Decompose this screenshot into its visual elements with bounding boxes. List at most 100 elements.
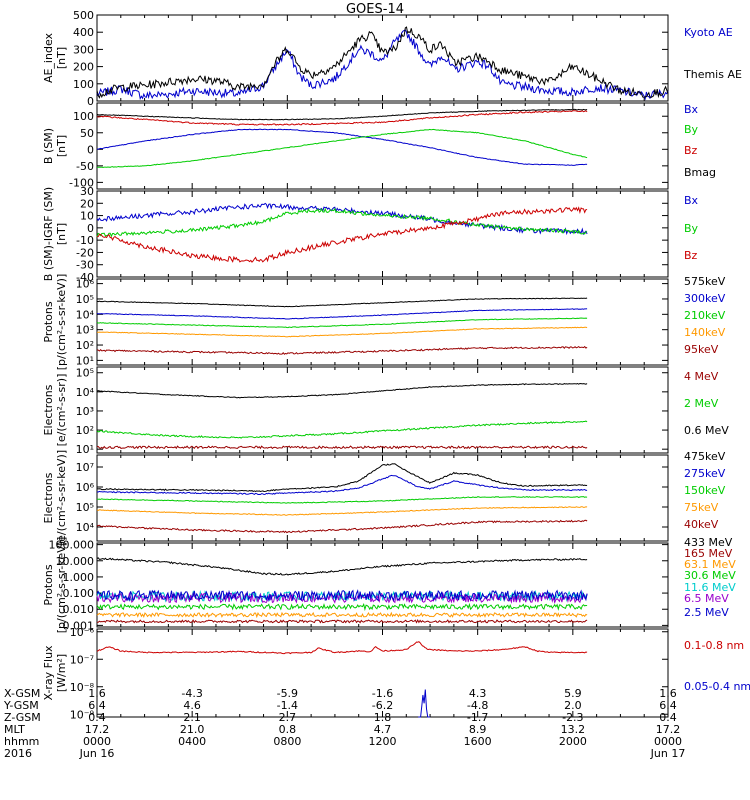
y-axis-label: [nT] bbox=[55, 223, 68, 245]
legend-label: 300keV bbox=[684, 292, 726, 305]
series-line-Bz bbox=[96, 110, 588, 126]
y-tick-label: 10⁴ bbox=[76, 308, 95, 321]
series-line-Bx bbox=[96, 128, 588, 166]
ephemeris-value: Jun 17 bbox=[650, 747, 686, 760]
y-tick-label: 10² bbox=[76, 339, 94, 352]
y-tick-label: 10.000 bbox=[56, 555, 95, 568]
ephemeris-value: 4.3 bbox=[468, 687, 487, 700]
series-line-Bx bbox=[96, 202, 588, 236]
series-line-By bbox=[96, 207, 588, 238]
y-tick-label: -40 bbox=[76, 271, 94, 284]
y-tick-label: 10¹ bbox=[76, 443, 94, 456]
ephemeris-row-label: 2016 bbox=[4, 747, 32, 760]
y-tick-label: 1.000 bbox=[63, 571, 95, 584]
plot-title: GOES-14 bbox=[345, 2, 404, 17]
y-axis-label: [nT] bbox=[55, 135, 68, 157]
y-tick-label: 10³ bbox=[76, 405, 94, 418]
legend-label: By bbox=[684, 123, 699, 136]
legend-label: Themis AE bbox=[683, 68, 742, 81]
y-tick-label: 10⁻⁸ bbox=[70, 681, 95, 694]
ephemeris-value: 6.4 bbox=[659, 699, 677, 712]
y-axis-label: AE_index bbox=[42, 32, 55, 83]
ephemeris-value: 1.8 bbox=[373, 711, 392, 724]
series-line-0.6-MeV bbox=[96, 382, 588, 399]
series-line-150keV bbox=[96, 496, 588, 504]
ephemeris-value: 2.7 bbox=[278, 711, 297, 724]
y-tick-label: 10¹ bbox=[76, 354, 94, 367]
y-tick-label: 10⁶ bbox=[76, 278, 95, 291]
series-line-40keV bbox=[96, 519, 588, 534]
ephemeris-value: 4.6 bbox=[183, 699, 201, 712]
y-axis-label: Protons bbox=[42, 301, 55, 342]
y-axis-label: X-ray Flux bbox=[42, 645, 55, 701]
y-tick-label: 10⁻⁷ bbox=[70, 653, 94, 666]
legend-label: 0.05-0.4 nm bbox=[684, 680, 750, 693]
y-axis-label: [p/(cm²-s-sr-keV)] bbox=[55, 274, 68, 371]
ephemeris-row-label: Z-GSM bbox=[4, 711, 41, 724]
series-line-210keV bbox=[96, 317, 588, 329]
ephemeris-value: -5.9 bbox=[276, 687, 299, 700]
ephemeris-value: 1200 bbox=[368, 735, 397, 748]
ephemeris-value: 0.8 bbox=[278, 723, 297, 736]
ephemeris-value: 0.4 bbox=[88, 711, 106, 724]
series-line-4-MeV bbox=[96, 445, 588, 450]
legend-label: 40keV bbox=[684, 518, 719, 531]
y-tick-label: 10⁴ bbox=[76, 521, 95, 534]
ephemeris-value: 2000 bbox=[558, 735, 587, 748]
y-tick-label: 10 bbox=[80, 210, 94, 223]
ephemeris-value: 0000 bbox=[83, 735, 111, 748]
y-axis-label: B (SM)-IGRF (SM) bbox=[42, 187, 55, 281]
legend-label: 165 MeV bbox=[684, 547, 733, 560]
series-line-75keV bbox=[96, 506, 588, 516]
ephemeris-row-label: Y-GSM bbox=[4, 699, 39, 712]
ephemeris-table: X-GSM Y-GSM Z-GSM MLT hhmm 2016 1.6 6.4 0.4 17.2 0… bbox=[0, 688, 750, 798]
y-tick-label: 0 bbox=[87, 222, 94, 235]
ephemeris-value: -1.4 bbox=[276, 699, 299, 712]
series-line-165-MeV bbox=[96, 619, 588, 624]
legend-label: 2.5 MeV bbox=[684, 606, 729, 619]
y-tick-label: 20 bbox=[80, 197, 94, 210]
legend-label: 2 MeV bbox=[684, 397, 719, 410]
ephemeris-row-label: X-GSM bbox=[4, 687, 41, 700]
series-line-By bbox=[96, 128, 588, 169]
ephemeris-value: 17.2 bbox=[655, 723, 681, 736]
ephemeris-value: 0000 bbox=[654, 735, 682, 748]
legend-label: 0.6 MeV bbox=[684, 424, 729, 437]
series-line-Bz bbox=[96, 206, 588, 263]
series-line-2-MeV bbox=[96, 420, 588, 439]
ephemeris-value: 0400 bbox=[178, 735, 207, 748]
legend-label: Bmag bbox=[684, 166, 716, 179]
legend-label: Bx bbox=[684, 194, 699, 207]
y-tick-label: -20 bbox=[76, 246, 94, 259]
panel-frame-electrons_mev bbox=[96, 366, 669, 454]
legend-label: 6.5 MeV bbox=[684, 592, 729, 605]
legend-label: 575keV bbox=[684, 275, 726, 288]
y-tick-label: 10⁷ bbox=[76, 461, 94, 474]
y-tick-label: 0 bbox=[87, 95, 94, 108]
y-tick-label: 10⁻⁹ bbox=[70, 708, 94, 721]
legend-label: 140keV bbox=[684, 326, 726, 339]
y-tick-label: 0.010 bbox=[63, 603, 95, 616]
y-axis-label: Protons bbox=[42, 564, 55, 605]
y-axis-label: [e/(cm²-s-sr-keV)] bbox=[55, 450, 68, 546]
y-axis-label: [W/m²] bbox=[55, 654, 68, 692]
y-tick-label: 200 bbox=[73, 61, 94, 74]
y-tick-label: -10 bbox=[76, 234, 94, 247]
series-line-575keV bbox=[96, 297, 588, 308]
legend-label: 30.6 MeV bbox=[684, 569, 736, 582]
y-tick-label: -100 bbox=[69, 176, 94, 189]
series-line-475keV bbox=[96, 463, 588, 493]
y-tick-label: -30 bbox=[76, 259, 94, 272]
legend-label: 75keV bbox=[684, 501, 719, 514]
legend-label: 11.6 MeV bbox=[684, 581, 736, 594]
ephemeris-value: 13.2 bbox=[560, 723, 586, 736]
y-tick-label: 10³ bbox=[76, 324, 94, 337]
y-tick-label: 400 bbox=[73, 26, 94, 39]
ephemeris-value: Jun 16 bbox=[79, 747, 115, 760]
ephemeris-value: 2.0 bbox=[564, 699, 582, 712]
series-line-0.05-0.4-nm bbox=[418, 689, 431, 718]
legend-label: 433 MeV bbox=[684, 536, 733, 549]
series-line-63.1-MeV bbox=[96, 611, 588, 619]
legend-label: Bz bbox=[684, 144, 698, 157]
